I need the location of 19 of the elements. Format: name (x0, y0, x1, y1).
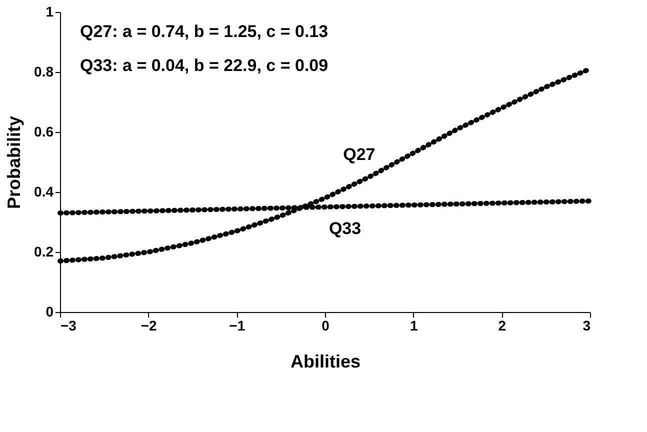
y-tick-label: 0 (46, 304, 54, 320)
x-tick-label: −1 (229, 318, 246, 334)
x-tick-label: −2 (140, 318, 158, 334)
y-tick-label: 0.8 (34, 64, 54, 80)
series-label: Q33 (328, 219, 362, 238)
x-tick-label: 1 (410, 318, 418, 334)
y-tick-label: 0.2 (34, 244, 54, 260)
y-tick-label: 0.6 (34, 124, 54, 140)
x-tick-label: 0 (322, 318, 330, 334)
annotation: Q33: a = 0.04, b = 22.9, c = 0.09 (80, 56, 328, 75)
y-axis-title: Probability (4, 116, 24, 210)
y-tick-label: 1 (46, 4, 54, 20)
x-axis-title: Abilities (290, 352, 361, 372)
series-label: Q27 (343, 145, 376, 164)
y-tick-label: 0.4 (34, 184, 54, 200)
x-tick-label: 3 (582, 318, 591, 334)
x-tick-label: −3 (60, 318, 77, 334)
x-tick-label: 2 (498, 318, 506, 334)
annotation: Q27: a = 0.74, b = 1.25, c = 0.13 (80, 22, 328, 41)
